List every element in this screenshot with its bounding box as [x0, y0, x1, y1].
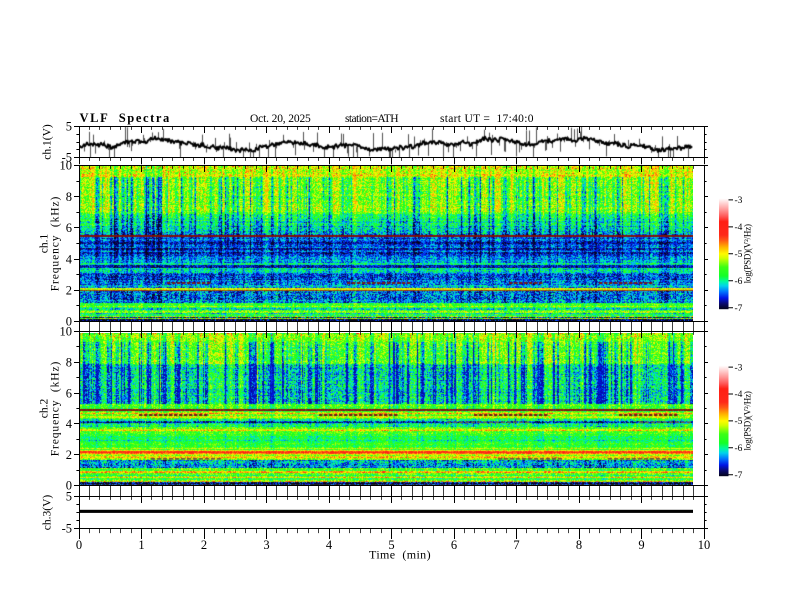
svg-text:log(PSD)(V²/Hz): log(PSD)(V²/Hz) [743, 224, 753, 283]
svg-text:Time (min): Time (min) [369, 548, 431, 562]
svg-text:-3: -3 [735, 363, 743, 373]
svg-text:-5: -5 [62, 522, 72, 536]
svg-text:6: 6 [66, 386, 72, 400]
svg-text:2: 2 [201, 538, 207, 552]
svg-text:-5: -5 [735, 250, 743, 260]
svg-text:-3: -3 [735, 196, 743, 206]
svg-text:5: 5 [388, 538, 394, 552]
svg-text:ch.3(V): ch.3(V) [42, 495, 54, 531]
svg-text:9: 9 [638, 538, 644, 552]
svg-text:ch.1(V): ch.1(V) [42, 124, 54, 160]
svg-text:8: 8 [576, 538, 582, 552]
svg-text:-4: -4 [735, 390, 743, 400]
svg-text:0: 0 [66, 479, 72, 493]
svg-text:5: 5 [66, 120, 72, 134]
svg-text:8: 8 [66, 356, 72, 370]
svg-text:Oct. 20, 2025: Oct. 20, 2025 [250, 113, 311, 125]
svg-text:6: 6 [451, 538, 457, 552]
svg-text:-4: -4 [735, 223, 743, 233]
svg-text:6: 6 [66, 221, 72, 235]
svg-text:7: 7 [513, 538, 519, 552]
svg-text:10: 10 [60, 325, 73, 339]
svg-text:-7: -7 [735, 471, 743, 481]
svg-text:station=ATH: station=ATH [345, 113, 398, 125]
svg-text:Frequency (kHz): Frequency (kHz) [50, 361, 62, 457]
svg-text:5: 5 [66, 490, 72, 504]
svg-text:2: 2 [66, 448, 72, 462]
svg-text:VLF Spectra: VLF Spectra [80, 111, 171, 125]
svg-text:ch.2: ch.2 [39, 399, 51, 419]
svg-text:-5: -5 [735, 417, 743, 427]
svg-text:4: 4 [66, 417, 73, 431]
svg-text:10: 10 [60, 159, 73, 173]
svg-text:0: 0 [66, 315, 72, 329]
svg-text:ch.1: ch.1 [39, 234, 51, 254]
svg-text:1: 1 [138, 538, 144, 552]
svg-text:0: 0 [76, 538, 82, 552]
svg-text:log(PSD)(V²/Hz): log(PSD)(V²/Hz) [743, 391, 753, 450]
svg-text:-6: -6 [735, 277, 743, 287]
svg-text:-5: -5 [62, 151, 72, 165]
svg-text:Frequency (kHz): Frequency (kHz) [50, 196, 62, 292]
svg-text:-7: -7 [735, 304, 743, 314]
svg-text:4: 4 [326, 538, 333, 552]
svg-text:4: 4 [66, 252, 73, 266]
svg-text:8: 8 [66, 190, 72, 204]
svg-text:2: 2 [66, 284, 72, 298]
svg-text:10: 10 [698, 538, 711, 552]
svg-text:-6: -6 [735, 444, 743, 454]
svg-text:start UT = 17:40:0: start UT = 17:40:0 [440, 113, 534, 125]
svg-text:3: 3 [263, 538, 269, 552]
